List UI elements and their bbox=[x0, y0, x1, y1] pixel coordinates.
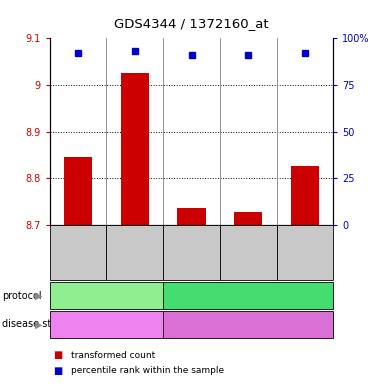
Text: GSM906558: GSM906558 bbox=[244, 229, 253, 276]
Text: GSM906557: GSM906557 bbox=[187, 229, 196, 276]
Text: obese: obese bbox=[92, 319, 121, 329]
Text: transformed count: transformed count bbox=[71, 351, 155, 360]
Text: GDS4344 / 1372160_at: GDS4344 / 1372160_at bbox=[114, 17, 269, 30]
Text: lean: lean bbox=[238, 319, 259, 329]
Text: GSM906559: GSM906559 bbox=[300, 229, 309, 276]
Text: ■: ■ bbox=[54, 366, 63, 376]
Text: disease state: disease state bbox=[2, 319, 67, 329]
Text: standard diet fed: standard diet fed bbox=[209, 291, 287, 300]
Text: ▶: ▶ bbox=[34, 291, 42, 301]
Bar bbox=[177, 209, 206, 225]
Text: protocol: protocol bbox=[2, 291, 41, 301]
Bar bbox=[121, 73, 149, 225]
Text: ■: ■ bbox=[54, 350, 63, 360]
Text: ▶: ▶ bbox=[34, 319, 42, 329]
Bar bbox=[234, 212, 262, 225]
Text: percentile rank within the sample: percentile rank within the sample bbox=[71, 366, 224, 375]
Text: GSM906556: GSM906556 bbox=[130, 229, 139, 276]
Text: cafeteria diet fed: cafeteria diet fed bbox=[67, 291, 146, 300]
Text: GSM906555: GSM906555 bbox=[74, 229, 83, 276]
Bar bbox=[64, 157, 92, 225]
Bar bbox=[291, 166, 319, 225]
